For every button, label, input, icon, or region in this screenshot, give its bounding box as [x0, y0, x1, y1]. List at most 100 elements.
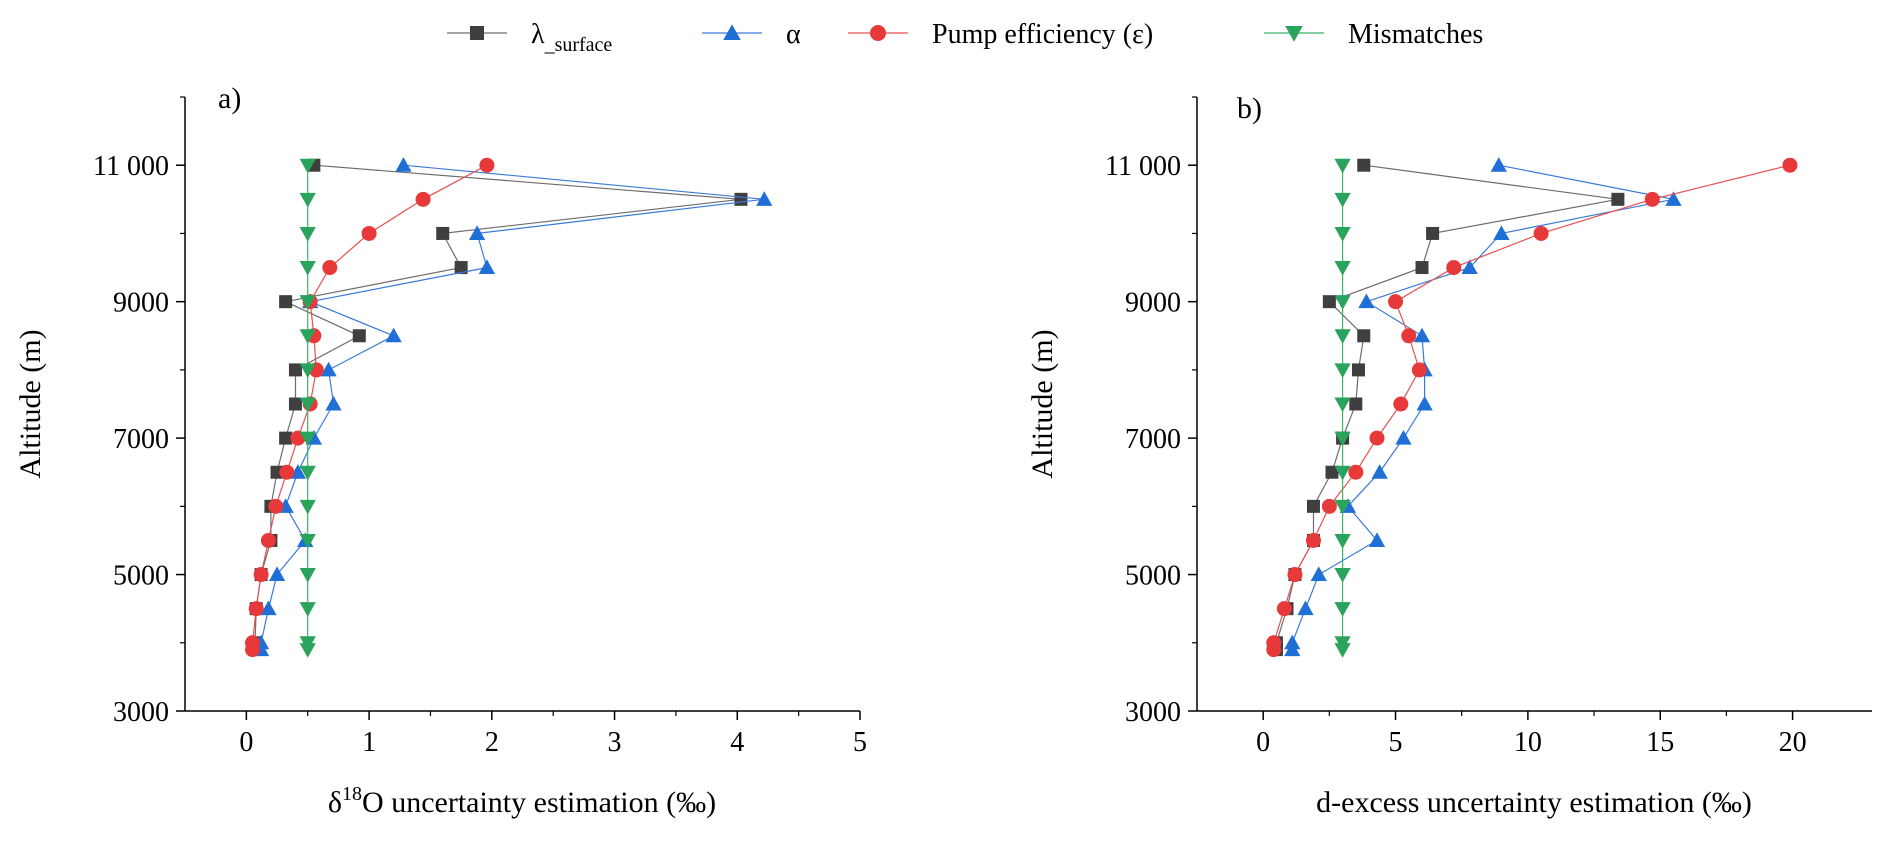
- data-point: [253, 567, 269, 583]
- data-point: [299, 226, 316, 242]
- data-point: [1348, 464, 1364, 480]
- y-tick-label: 11 000: [93, 151, 169, 182]
- data-point: [299, 431, 316, 447]
- data-point: [1349, 397, 1363, 411]
- data-point: [1782, 157, 1798, 173]
- data-point: [279, 431, 293, 445]
- legend-marker-2: [870, 25, 886, 41]
- data-point: [322, 260, 338, 276]
- data-point: [1369, 430, 1385, 446]
- data-point: [299, 363, 316, 379]
- data-point: [385, 327, 402, 343]
- data-point: [1321, 498, 1337, 514]
- x-axis-title-rest: O uncertainty estimation (‰): [362, 786, 716, 819]
- x-tick-label: 1: [362, 727, 376, 758]
- x-tick-label: 20: [1779, 727, 1807, 758]
- data-point: [1351, 363, 1365, 377]
- data-point: [1357, 158, 1371, 172]
- data-point: [1461, 259, 1478, 275]
- data-point: [1310, 566, 1327, 582]
- data-point: [1334, 568, 1351, 583]
- series-line-2: [1273, 164, 1791, 650]
- x-tick-label: 5: [853, 727, 867, 758]
- data-point: [299, 329, 316, 344]
- legend-marker-0: [470, 26, 484, 40]
- data-point: [299, 192, 316, 208]
- y-tick-label: 3000: [1125, 697, 1181, 728]
- data-point: [436, 226, 450, 240]
- data-point: [1305, 532, 1321, 548]
- data-point: [299, 602, 316, 617]
- data-point: [1644, 191, 1660, 207]
- legend: λ_surface α Pump efficiency (ε) Mismatches: [447, 19, 1483, 56]
- data-point: [299, 533, 316, 549]
- data-point: [1415, 261, 1429, 275]
- data-point: [1493, 225, 1510, 240]
- data-point: [454, 261, 468, 275]
- data-point: [1325, 465, 1339, 479]
- x-axis-title: δ18O uncertainty estimation (‰): [328, 783, 716, 819]
- data-point: [325, 395, 342, 411]
- data-point: [1334, 602, 1351, 617]
- legend-label-3: Mismatches: [1348, 19, 1483, 50]
- data-point: [288, 397, 302, 411]
- data-point: [260, 532, 276, 548]
- data-point: [1388, 294, 1404, 310]
- data-point: [1401, 328, 1417, 344]
- series-line-1: [260, 164, 765, 650]
- data-point: [1334, 295, 1351, 310]
- data-point: [1306, 499, 1320, 513]
- data-point: [1358, 293, 1375, 309]
- data-point: [1334, 261, 1351, 276]
- data-point: [1334, 499, 1351, 515]
- data-point: [1368, 532, 1386, 547]
- y-axis-title: Altitude (m): [14, 329, 47, 478]
- data-point: [299, 568, 316, 583]
- data-point: [279, 464, 295, 480]
- x-tick-label: 10: [1514, 727, 1542, 758]
- data-point: [1334, 329, 1351, 344]
- data-point: [1297, 600, 1314, 616]
- legend-label-0: λ_surface: [531, 19, 612, 56]
- series-line-0: [1275, 164, 1619, 650]
- data-point: [1287, 567, 1303, 583]
- y-tick-label: 7000: [113, 424, 169, 455]
- data-point: [468, 225, 486, 240]
- data-point: [299, 158, 316, 174]
- data-point: [1371, 464, 1388, 479]
- data-point: [1413, 327, 1431, 343]
- data-point: [478, 259, 496, 275]
- panel-b: 3000 5000 7000 9000 11 000 0 5 10 15 20 b) Altitude…: [1026, 92, 1872, 819]
- panel-label: a): [218, 82, 241, 115]
- data-point: [260, 600, 277, 616]
- data-point: [268, 566, 286, 582]
- x-axis-title-rest: d-excess uncertainty estimation (‰): [1316, 786, 1752, 819]
- data-point: [1446, 260, 1462, 276]
- data-point: [299, 397, 316, 413]
- data-point: [479, 157, 495, 173]
- data-point: [1276, 601, 1292, 617]
- data-point: [268, 498, 284, 514]
- data-point: [299, 643, 316, 658]
- y-tick-label: 5000: [113, 561, 169, 592]
- data-point: [1334, 397, 1351, 413]
- data-point: [1334, 158, 1351, 174]
- legend-label-suffix: _surface: [544, 34, 613, 56]
- data-point: [299, 465, 316, 481]
- y-tick-label: 7000: [1125, 424, 1181, 455]
- x-axis-title-prefix: δ: [328, 786, 342, 819]
- y-tick-label: 5000: [1125, 561, 1181, 592]
- data-point: [1357, 329, 1371, 343]
- x-tick-label: 0: [1256, 727, 1270, 758]
- y-tick-label: 9000: [1125, 288, 1181, 319]
- data-point: [361, 225, 377, 241]
- series-line-2: [251, 164, 488, 650]
- data-point: [1490, 157, 1507, 172]
- data-point: [299, 295, 316, 310]
- data-point: [734, 192, 748, 206]
- data-point: [1334, 363, 1351, 379]
- data-point: [299, 499, 316, 515]
- x-tick-label: 5: [1389, 727, 1403, 758]
- legend-label-text: Mismatches: [1348, 19, 1483, 50]
- legend-marker-1: [723, 24, 741, 40]
